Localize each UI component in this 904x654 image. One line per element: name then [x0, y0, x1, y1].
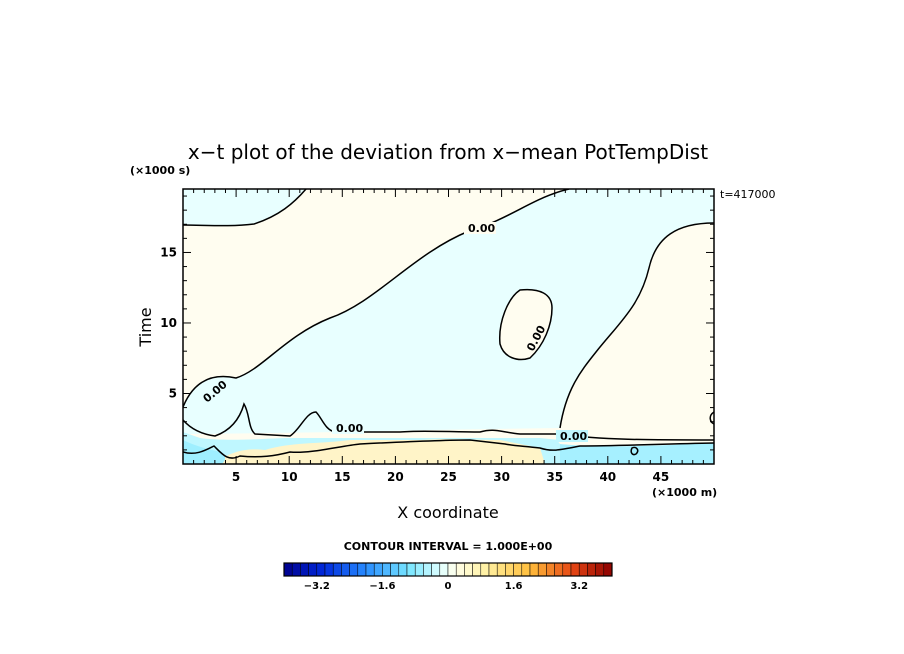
strong-positive-region-bottom	[215, 439, 545, 464]
contour-label-top: 0.00	[468, 222, 495, 235]
x-axis-label: X coordinate	[397, 503, 498, 522]
colorbar-tick-label: 3.2	[570, 581, 588, 592]
time-stamp: t=417000	[720, 188, 776, 201]
colorbar-bin	[587, 562, 596, 577]
colorbar-tick-label: 1.6	[505, 581, 523, 592]
colorbar-bin	[537, 562, 547, 577]
colorbar-bin	[373, 562, 383, 577]
negative-region-central	[183, 189, 714, 434]
colorbar-bin	[603, 562, 613, 577]
x-unit-label: (×1000 m)	[652, 486, 717, 499]
y-tick-label: 15	[160, 245, 177, 259]
colorbar-bin	[398, 562, 408, 577]
colorbar-bin	[513, 562, 523, 577]
colorbar-bin	[349, 562, 359, 577]
colorbar-bin	[562, 562, 572, 577]
colorbar-bin	[464, 562, 473, 577]
x-tick-label: 40	[599, 470, 616, 484]
colorbar-bin	[496, 562, 506, 577]
colorbar-bin	[431, 562, 441, 577]
colorbar-bin	[472, 562, 482, 577]
colorbar-bin	[488, 562, 498, 577]
chart-title: x−t plot of the deviation from x−mean Po…	[188, 140, 708, 164]
x-tick-label: 5	[232, 470, 240, 484]
colorbar-ticks: −3.2 −1.6 0 1.6 3.2	[304, 581, 588, 592]
colorbar-tick-label: 0	[445, 581, 452, 592]
colorbar-bin	[357, 562, 367, 577]
colorbar-bin	[414, 562, 424, 577]
colorbar-bin	[308, 562, 318, 577]
colorbar-bin	[365, 562, 375, 577]
colorbar-bin	[291, 562, 301, 577]
x-axis-ticks: 5 10 15 20 25 30 35 40 45	[193, 189, 704, 484]
y-unit-label: (×1000 s)	[130, 164, 190, 177]
x-tick-label: 15	[334, 470, 351, 484]
colorbar-frame	[283, 562, 613, 577]
colorbar-bin	[546, 562, 555, 577]
contour-line-central-upper	[183, 189, 570, 408]
contour-label-bottom: 0.00	[336, 422, 363, 435]
colorbar-bin	[283, 562, 293, 577]
colorbar-bin	[324, 562, 334, 577]
colorbar-tick-label: −1.6	[369, 581, 395, 592]
y-tick-label: 10	[160, 316, 177, 330]
contour-line-right-edge	[709, 411, 714, 425]
negative-region-top-left	[183, 189, 306, 226]
negative-region-bottom-left	[183, 440, 226, 464]
contour-line-top-left	[183, 189, 307, 227]
colorbar-bin	[570, 562, 580, 577]
colorbar	[283, 562, 613, 577]
plot-area: 0.00 0.00 0.00 0.00 0.00 5 10 15 20 25 30 35 40…	[160, 188, 715, 484]
colorbar-bin	[341, 562, 350, 577]
colorbar-bin	[316, 562, 326, 577]
contour-line-right	[559, 222, 714, 429]
colorbar-tick-label: −3.2	[304, 581, 330, 592]
colorbar-bin	[554, 562, 564, 577]
y-tick-label: 5	[169, 386, 177, 400]
contour-line-small-loop	[630, 446, 639, 456]
colorbar-bin	[406, 562, 416, 577]
colorbar-bin	[480, 562, 490, 577]
colorbar-bin	[332, 562, 342, 577]
colorbar-bin	[529, 562, 539, 577]
contour-label-bottom-right: 0.00	[560, 430, 587, 443]
x-tick-label: 35	[546, 470, 563, 484]
colorbar-bin	[447, 562, 457, 577]
contour-line-island	[499, 288, 553, 361]
y-axis-label: Time	[136, 307, 155, 347]
colorbar-bin	[521, 562, 531, 577]
colorbar-bin	[505, 562, 514, 577]
x-tick-label: 25	[440, 470, 457, 484]
colorbar-bin	[382, 562, 391, 577]
colorbar-bin	[595, 562, 605, 577]
x-tick-label: 45	[653, 470, 670, 484]
contour-line-lower	[183, 439, 714, 459]
negative-island	[499, 289, 552, 360]
colorbar-bin	[423, 562, 432, 577]
colorbar-bin	[390, 562, 400, 577]
x-tick-label: 30	[493, 470, 510, 484]
x-tick-label: 20	[387, 470, 404, 484]
y-axis-ticks: 5 10 15	[160, 195, 714, 451]
colorbar-bin	[300, 562, 309, 577]
colorbar-bin	[455, 562, 465, 577]
contour-interval-label: CONTOUR INTERVAL = 1.000E+00	[344, 540, 553, 553]
colorbar-bin	[578, 562, 588, 577]
colorbar-bin	[439, 562, 449, 577]
x-tick-label: 10	[281, 470, 298, 484]
